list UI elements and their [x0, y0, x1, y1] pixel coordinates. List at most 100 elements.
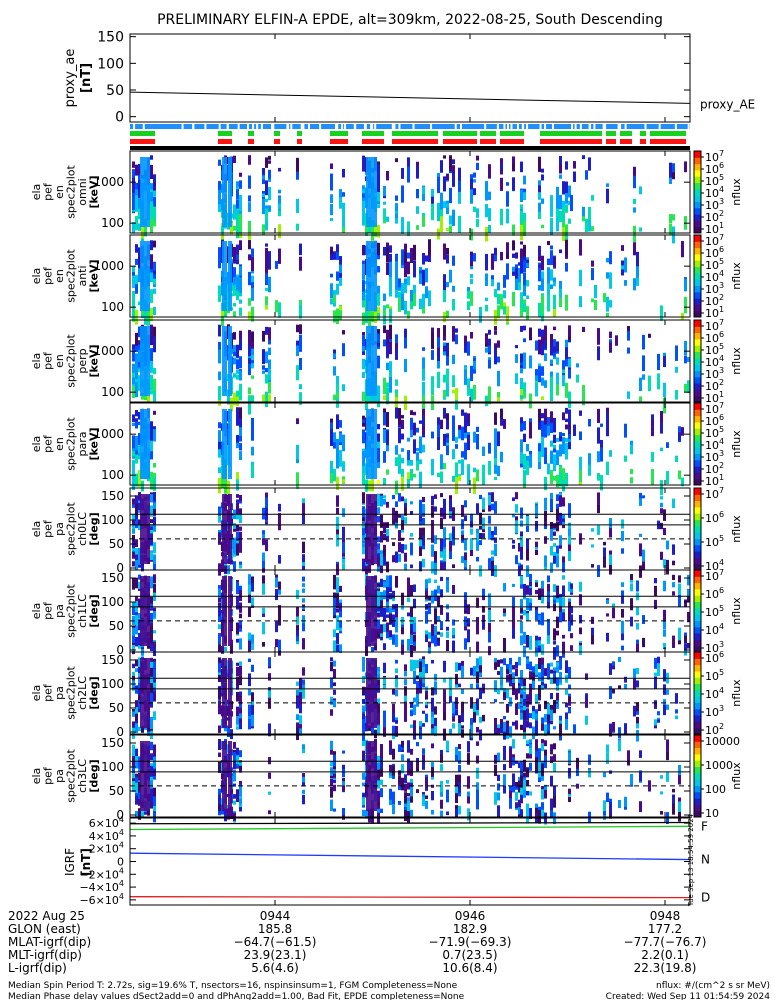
spec-cell	[362, 479, 365, 485]
spec-cell	[296, 629, 299, 638]
spec-cell	[461, 660, 464, 669]
spec-cell	[452, 425, 455, 441]
spec-cell	[299, 692, 302, 705]
spec-cell	[669, 214, 672, 224]
spec-cell	[138, 375, 141, 391]
spec-cell	[562, 561, 565, 573]
spec-cell	[239, 638, 242, 650]
spec-cell	[509, 657, 512, 671]
spec-cell	[398, 292, 401, 305]
spec-cell	[500, 659, 503, 664]
spec-cell	[657, 711, 660, 716]
spec-cell	[150, 324, 153, 341]
spec-cell	[132, 546, 135, 552]
spec-cell	[416, 448, 419, 452]
spec-cell	[520, 520, 523, 527]
spec-cell	[497, 774, 500, 781]
spec-cell	[380, 535, 383, 543]
spec-cell	[529, 722, 532, 729]
spec-cell	[265, 351, 268, 364]
spec-cell	[544, 338, 547, 349]
spec-cell	[239, 624, 242, 629]
spec-cell	[609, 525, 612, 538]
spec-cell	[672, 214, 675, 221]
spec-cell	[518, 685, 521, 689]
spec-cell	[265, 243, 268, 247]
spec-cell	[153, 641, 156, 649]
spec-cell	[440, 419, 443, 430]
colorbar-segment	[694, 582, 701, 590]
spec-cell	[494, 764, 497, 777]
spec-cell	[251, 578, 254, 592]
spec-cell	[218, 799, 221, 805]
spec-cell	[150, 333, 153, 346]
spec-cell	[268, 327, 271, 340]
colorbar-segment	[694, 626, 701, 634]
spec-cell	[520, 698, 523, 707]
spec-cell	[262, 607, 265, 614]
spec-cell	[434, 625, 437, 632]
status-gap	[334, 124, 337, 129]
spec-cell	[413, 634, 416, 647]
spec-cell	[138, 789, 141, 794]
spec-cell	[550, 362, 553, 366]
spec-cell	[452, 210, 455, 226]
spec-cell	[550, 411, 553, 429]
spec-cell	[523, 421, 526, 431]
spec-cell	[684, 355, 687, 364]
spec-cell	[407, 252, 410, 259]
spec-cell	[330, 194, 333, 203]
spec-cell	[239, 494, 242, 502]
spec-cell	[302, 511, 305, 525]
spec-cell	[559, 596, 562, 607]
spec-cell	[452, 255, 455, 266]
spec-cell	[248, 298, 251, 306]
spec-cell	[553, 434, 556, 444]
spec-cell	[523, 773, 526, 777]
spec-cell	[395, 457, 398, 467]
colorbar-segment	[694, 538, 701, 546]
spec-cell	[452, 701, 455, 714]
spec-cell	[494, 428, 497, 445]
colorbar-segment	[694, 747, 701, 755]
spec-cell	[138, 350, 141, 363]
spec-cell	[377, 433, 380, 447]
spec-cell	[434, 536, 437, 545]
spec-cell	[538, 773, 541, 783]
spec-cell	[233, 373, 236, 378]
spec-cell	[138, 444, 141, 454]
spec-cell	[609, 342, 612, 353]
spec-cell	[568, 503, 571, 515]
spec-cell	[500, 666, 503, 679]
spec-cell	[437, 598, 440, 607]
spec-cell	[150, 289, 153, 303]
status-bar-red	[620, 139, 632, 144]
spec-cell	[404, 788, 407, 792]
spec-cell	[395, 334, 398, 344]
spec-cell	[377, 494, 380, 507]
spec-cell	[265, 217, 268, 231]
spec-cell	[135, 216, 138, 231]
spec-cell	[437, 595, 440, 600]
series-line-proxy-ae	[129, 91, 691, 104]
spec-cell	[377, 590, 380, 596]
spec-cell	[568, 617, 571, 621]
spec-cell	[512, 160, 515, 171]
spec-cell	[550, 204, 553, 217]
spec-cell	[455, 444, 458, 449]
spec-cell	[398, 423, 401, 428]
spec-cell	[461, 536, 464, 541]
spec-cell	[565, 228, 568, 240]
spec-cell	[221, 310, 224, 316]
spec-cell	[153, 661, 156, 675]
spec-cell	[362, 492, 365, 504]
spec-cell	[518, 777, 521, 782]
spec-cell	[636, 641, 639, 652]
spec-cell	[562, 181, 565, 195]
spec-cell	[556, 186, 559, 200]
spec-cell	[135, 341, 138, 353]
spec-cell	[470, 724, 473, 738]
spec-cell	[473, 172, 476, 178]
spec-cell	[383, 307, 386, 316]
spec-cell	[639, 543, 642, 557]
